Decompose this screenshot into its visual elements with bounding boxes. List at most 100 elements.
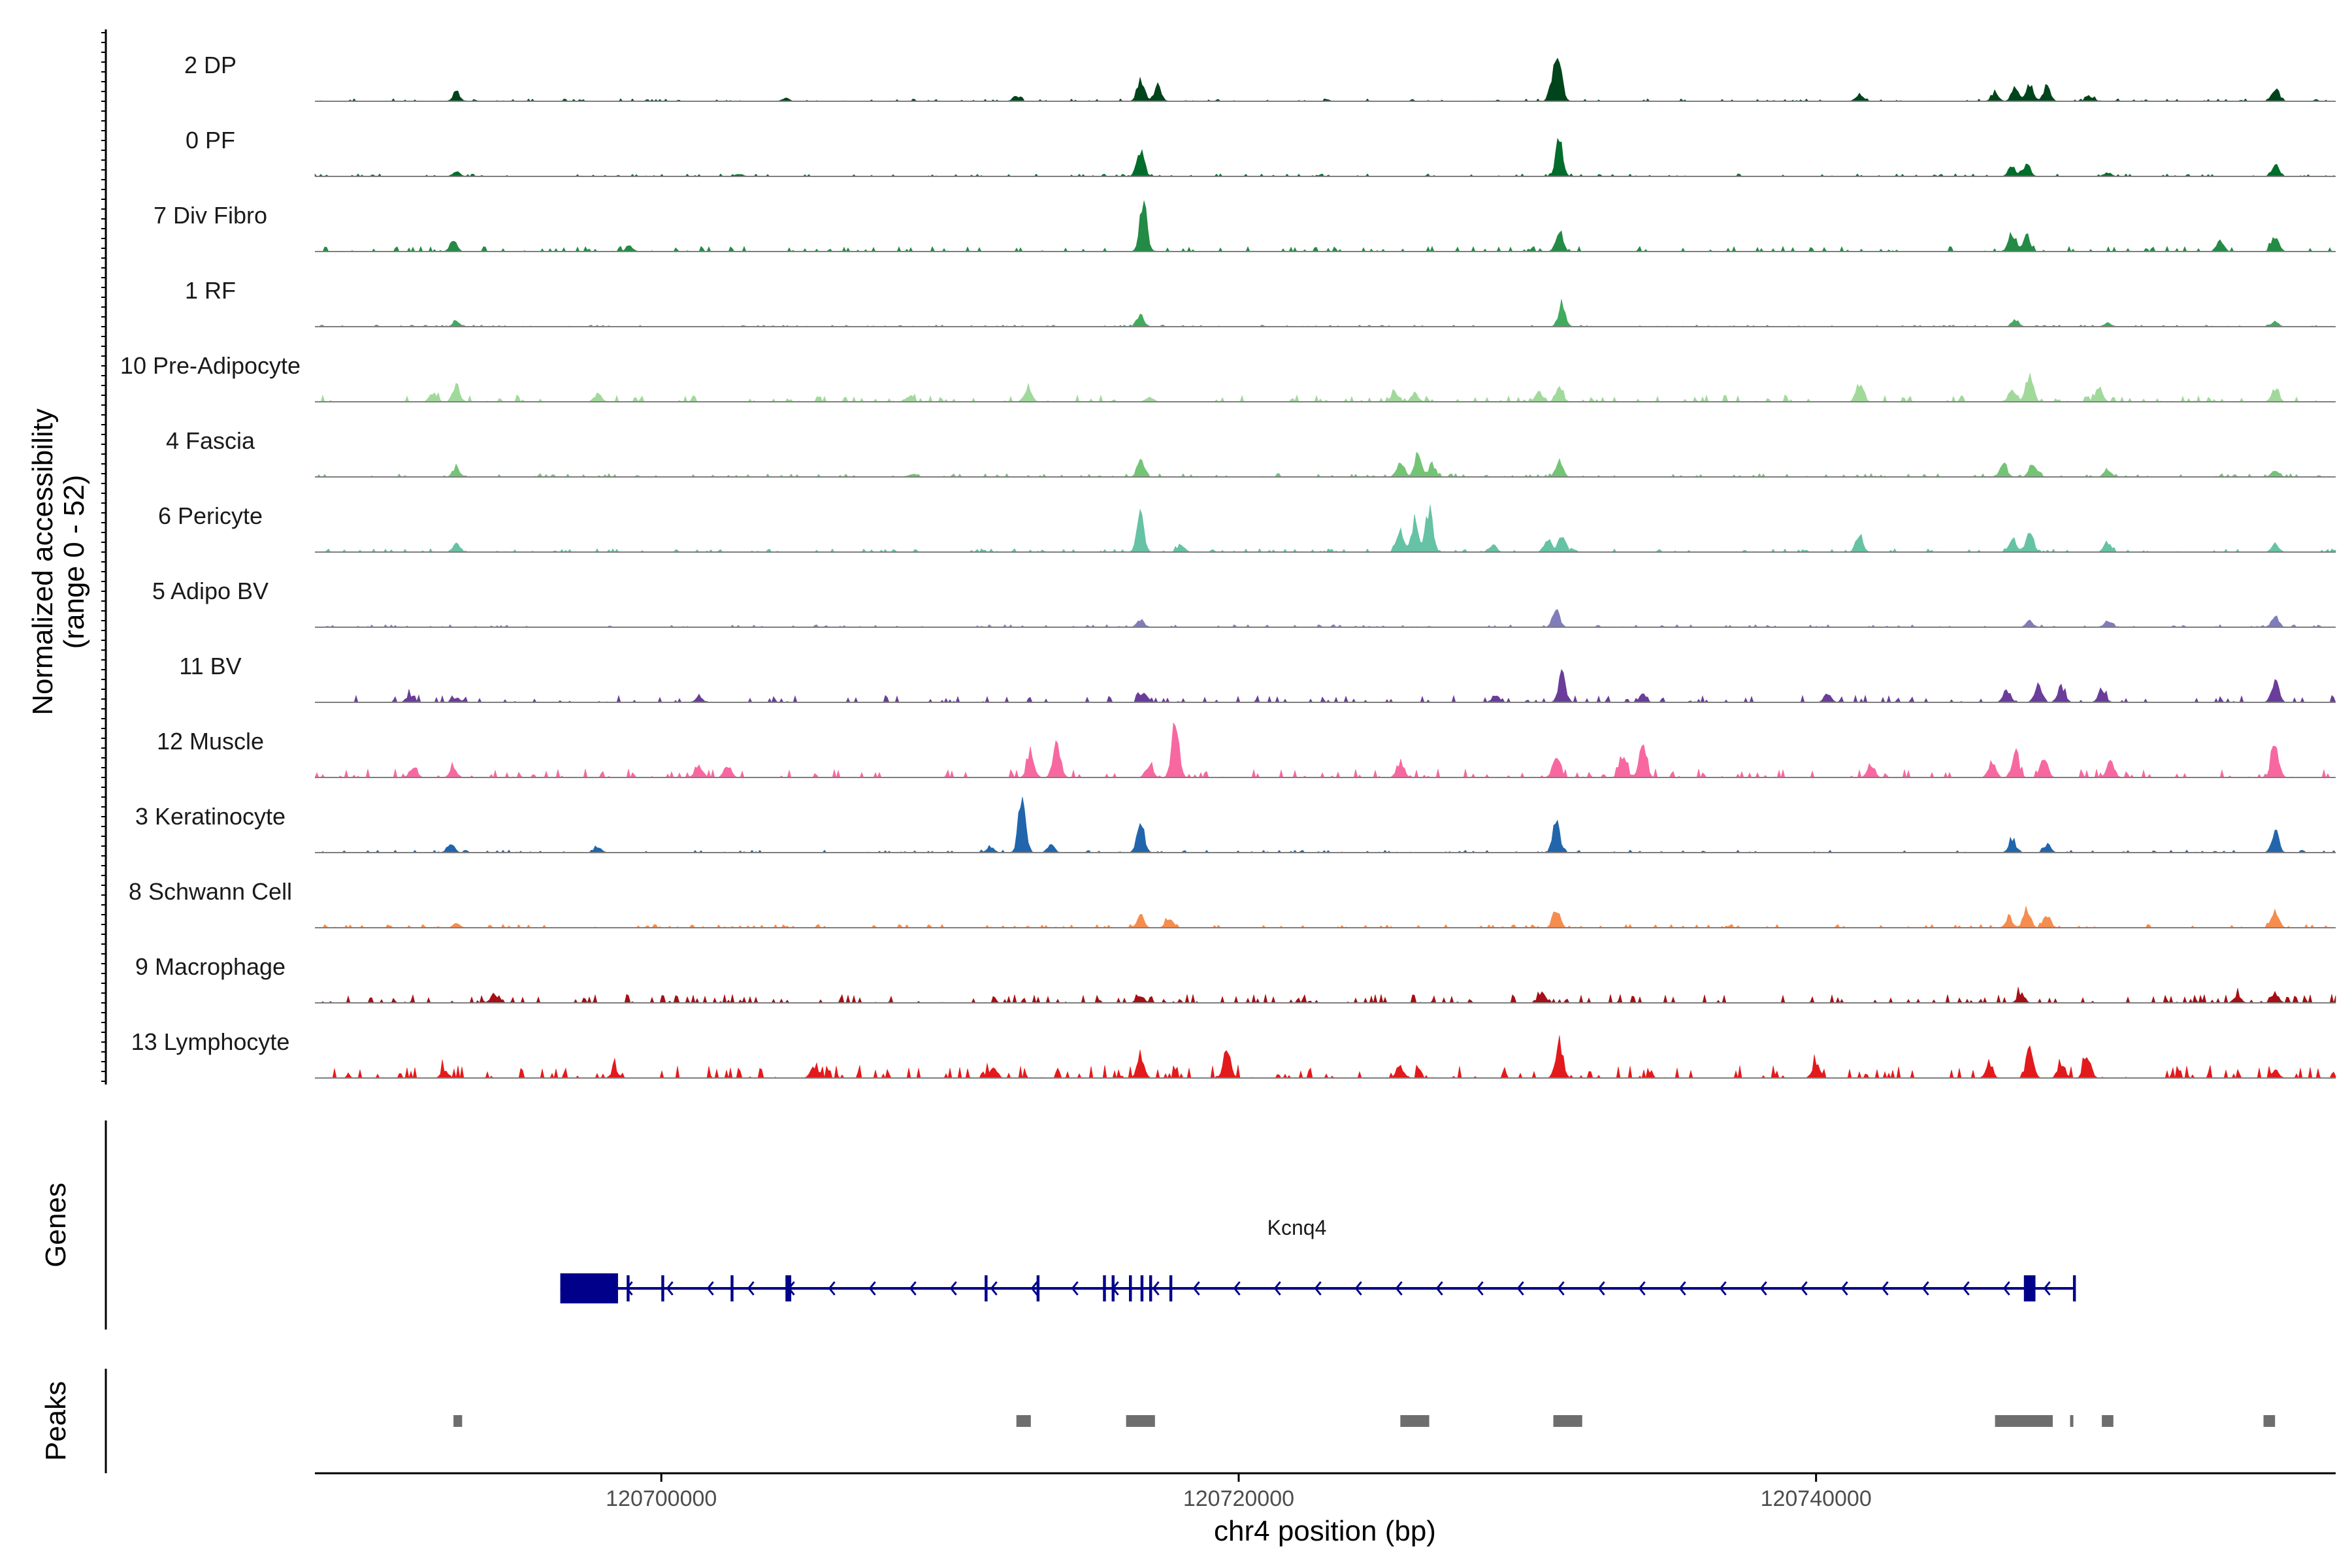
strand-arrow	[1071, 1281, 1079, 1296]
genes-title: Genes	[40, 1183, 72, 1267]
track-label: 5 Adipo BV	[152, 578, 269, 604]
strand-arrow	[2043, 1281, 2051, 1296]
gene-model	[560, 1273, 2076, 1303]
peak-region	[1016, 1415, 1031, 1427]
gene-exon	[1129, 1275, 1132, 1301]
strand-arrow	[666, 1281, 674, 1296]
gene-exon	[1169, 1275, 1173, 1301]
x-axis-title: chr4 position (bp)	[1214, 1515, 1436, 1547]
strand-arrow	[2002, 1281, 2010, 1296]
track-7-div-fibro: 7 Div Fibro	[154, 201, 2336, 252]
strand-arrow	[1192, 1281, 1200, 1296]
y-axis-ticks	[101, 32, 106, 1082]
track-10-pre-adipocyte: 10 Pre-Adipocyte	[120, 352, 2336, 402]
strand-arrow	[909, 1281, 917, 1296]
track-6-pericyte: 6 Pericyte	[158, 502, 2336, 553]
track-12-muscle: 12 Muscle	[157, 722, 2336, 779]
track-11-bv: 11 BV	[179, 653, 2336, 703]
peak-region	[1995, 1415, 2053, 1427]
track-3-keratinocyte: 3 Keratinocyte	[135, 796, 2336, 853]
strand-arrow	[1840, 1281, 1848, 1296]
y-axis-range: (range 0 - 52)	[58, 475, 90, 649]
coverage-area	[315, 668, 2336, 703]
strand-arrow	[1719, 1281, 1727, 1296]
strand-arrow	[706, 1281, 714, 1296]
coverage-area	[315, 201, 2336, 252]
peaks-title: Peaks	[40, 1381, 72, 1461]
gene-label-kcnq4: Kcnq4	[1267, 1216, 1327, 1239]
strand-arrow	[1030, 1281, 1038, 1296]
coverage-area	[315, 372, 2336, 402]
gene-exon	[2072, 1275, 2076, 1301]
track-label: 9 Macrophage	[135, 953, 286, 980]
strand-arrow	[1516, 1281, 1524, 1296]
gene-exon	[560, 1273, 618, 1303]
coverage-area	[315, 987, 2336, 1004]
strand-arrow	[828, 1281, 836, 1296]
strand-arrow	[1921, 1281, 1929, 1296]
strand-arrow	[1152, 1281, 1160, 1296]
track-label: 11 BV	[179, 653, 241, 679]
track-label: 3 Keratinocyte	[135, 803, 286, 830]
strand-arrow	[1800, 1281, 1808, 1296]
track-8-schwann-cell: 8 Schwann Cell	[129, 878, 2336, 928]
strand-arrow	[747, 1281, 755, 1296]
peak-region	[453, 1415, 463, 1427]
strand-arrow	[1476, 1281, 1484, 1296]
y-axis-title: Normalized accessibility	[27, 408, 59, 715]
track-label: 13 Lymphocyte	[131, 1028, 290, 1055]
gene-exon	[627, 1275, 630, 1301]
strand-arrow	[1435, 1281, 1443, 1296]
coverage-area	[315, 796, 2336, 853]
strand-arrow	[1314, 1281, 1322, 1296]
gene-exon	[2023, 1275, 2036, 1301]
track-label: 4 Fascia	[166, 427, 255, 454]
gene-exon	[1149, 1275, 1152, 1301]
gene-exon	[661, 1275, 664, 1301]
strand-arrow	[1233, 1281, 1241, 1296]
gene-exon	[785, 1275, 792, 1301]
x-tick-label: 120720000	[1183, 1486, 1294, 1511]
coverage-area	[314, 138, 2336, 177]
strand-arrow	[949, 1281, 957, 1296]
peak-region	[1400, 1415, 1429, 1427]
coverage-area	[314, 722, 2336, 779]
coverage-tracks: 2 DP 0 PF 7 Div Fibro 1 RF 10 Pre-Adipocyte 4…	[120, 52, 2336, 1079]
coverage-area	[315, 906, 2336, 928]
track-5-adipo-bv: 5 Adipo BV	[152, 578, 2336, 628]
strand-arrow	[1962, 1281, 1970, 1296]
strand-arrow	[1759, 1281, 1767, 1296]
peak-region	[2102, 1415, 2114, 1427]
track-1-rf: 1 RF	[185, 277, 2336, 327]
strand-arrow	[1597, 1281, 1605, 1296]
coverage-area	[315, 1035, 2336, 1079]
strand-arrow	[1273, 1281, 1281, 1296]
peaks-track	[453, 1415, 2276, 1427]
gene-exon	[1111, 1275, 1115, 1301]
gene-exon	[985, 1275, 988, 1301]
gene-exon	[730, 1275, 734, 1301]
peak-region	[1553, 1415, 1582, 1427]
coverage-area	[315, 609, 2336, 628]
coverage-area	[315, 57, 2336, 102]
strand-arrow	[990, 1281, 998, 1296]
track-label: 6 Pericyte	[158, 502, 263, 529]
strand-arrow	[1881, 1281, 1889, 1296]
track-label: 10 Pre-Adipocyte	[120, 352, 301, 379]
track-label: 0 PF	[186, 127, 235, 154]
gene-exon	[1140, 1275, 1144, 1301]
coverage-area	[315, 504, 2336, 553]
gene-exon	[1036, 1275, 1040, 1301]
track-label: 1 RF	[185, 277, 236, 304]
strand-arrow	[1354, 1281, 1362, 1296]
track-label: 8 Schwann Cell	[129, 878, 292, 905]
strand-arrow	[1638, 1281, 1646, 1296]
track-label: 7 Div Fibro	[154, 202, 267, 229]
track-13-lymphocyte: 13 Lymphocyte	[131, 1028, 2336, 1079]
peak-region	[2070, 1415, 2074, 1427]
track-label: 2 DP	[184, 52, 237, 78]
track-0-pf: 0 PF	[186, 127, 2336, 177]
peak-region	[2263, 1415, 2276, 1427]
track-4-fascia: 4 Fascia	[166, 427, 2336, 478]
